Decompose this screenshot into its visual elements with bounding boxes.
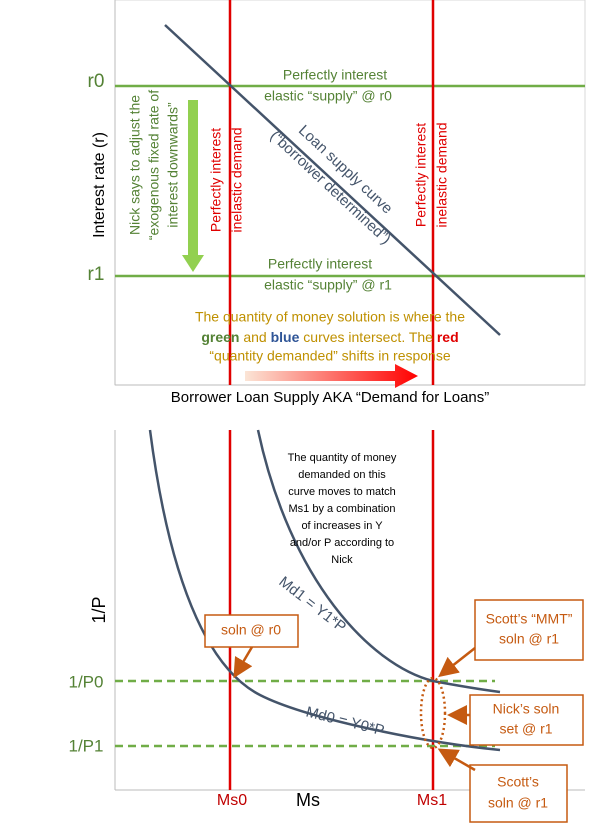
supply-label: Ms1 <box>417 792 447 809</box>
solution-note: The quantity of money solution is where … <box>195 309 465 325</box>
note-line: demanded on this <box>298 469 386 481</box>
callout-text: Scott’s “MMT” <box>486 611 573 627</box>
supply-label: elastic “supply” @ r1 <box>264 277 392 293</box>
supply-label: Perfectly interest <box>268 256 372 272</box>
note-word: blue <box>271 329 300 345</box>
supply-label: elastic “supply” @ r0 <box>264 88 392 104</box>
curve-label: Md0 = Y0*P <box>304 704 386 740</box>
callout-arrow <box>437 748 476 772</box>
y-axis-title: Interest rate (r) <box>91 132 108 238</box>
rate-label: r1 <box>88 264 105 285</box>
note: The quantity of money demanded on this c… <box>288 452 397 566</box>
x-axis-title: Ms <box>296 790 320 810</box>
callout-text: Scott’s <box>497 774 539 790</box>
note-word: red <box>437 329 459 345</box>
callout-text: Nick’s soln <box>493 701 560 717</box>
solution-note: green and blue curves intersect. The red <box>201 329 458 345</box>
nick-note: Nick says to adjust the <box>127 95 143 235</box>
shift-arrow <box>245 364 418 388</box>
supply-label: Perfectly interest <box>283 67 387 83</box>
callout-text: soln @ r1 <box>499 631 559 647</box>
callout-box <box>469 694 584 746</box>
down-arrow <box>182 100 204 272</box>
callout-text: set @ r1 <box>499 721 552 737</box>
plot-frame <box>114 0 586 386</box>
note-text: and <box>239 329 270 345</box>
callout-box <box>469 764 568 823</box>
solution-note: “quantity demanded” shifts in response <box>209 348 450 364</box>
supply-label: Ms0 <box>217 792 247 809</box>
note-line: The quantity of money <box>288 452 397 464</box>
demand-label: Perfectly interest <box>208 128 224 232</box>
top-panel: r0 r1 Interest rate (r) Borrower Loan Su… <box>88 0 586 406</box>
note-line: Nick <box>331 554 353 566</box>
x-axis-title: Borrower Loan Supply AKA “Demand for Loa… <box>171 389 490 406</box>
callout-box <box>204 614 299 648</box>
md1-curve <box>256 429 501 694</box>
nick-note: “exogenous fixed rate of <box>146 90 162 240</box>
price-label: 1/P0 <box>69 672 104 691</box>
note-line: of increases in Y <box>301 520 383 532</box>
demand-label: inelastic demand <box>229 127 245 232</box>
loan-curve <box>164 24 501 336</box>
callout-arrow <box>233 646 254 679</box>
callout-box <box>474 599 584 661</box>
callout-arrow <box>438 647 476 678</box>
demand-label: inelastic demand <box>434 122 450 227</box>
callout-text: soln @ r0 <box>221 622 281 638</box>
solution-set <box>419 676 447 750</box>
nick-note: interest downwards” <box>165 102 181 228</box>
note-line: and/or P according to <box>290 537 394 549</box>
callout-text: soln @ r1 <box>488 795 548 811</box>
rate-label: r0 <box>88 71 105 92</box>
y-axis-title: 1/P <box>89 596 109 623</box>
note-line: curve moves to match <box>288 486 396 498</box>
bottom-panel: 1/P 1/P0 1/P1 Ms0 Ms Ms1 Md1 = Y1*P Md0 … <box>69 429 585 823</box>
note-text: curves intersect. The <box>299 329 436 345</box>
price-label: 1/P1 <box>69 736 104 755</box>
md0-curve <box>148 429 501 752</box>
demand-label: Perfectly interest <box>413 123 429 227</box>
note-word: green <box>201 329 239 345</box>
note-line: Ms1 by a combination <box>289 503 396 515</box>
